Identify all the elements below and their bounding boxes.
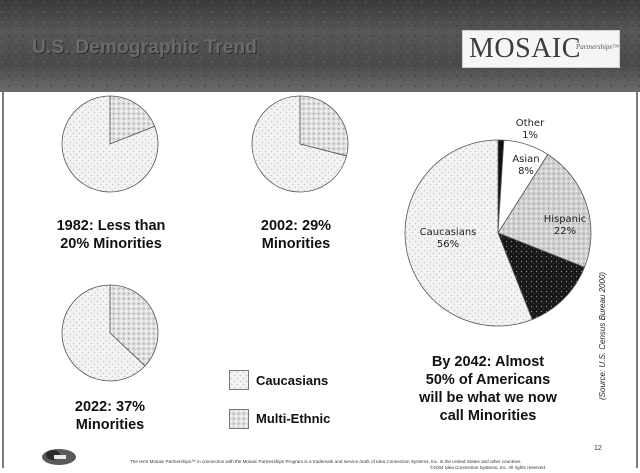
footer-trademark: The term Mosaic Partnerships™ in connect…	[130, 459, 522, 464]
pie-2042-slice-hispanic	[497, 153, 592, 268]
pie-2042-label-other: Other	[516, 118, 545, 129]
caption-2042-line3: will be what we now	[419, 390, 557, 406]
legend-label-caucasians: Caucasians	[256, 373, 329, 388]
caption-2022: 2022: 37% Minorities	[40, 398, 180, 434]
pie-2002-slice-multi-ethnic	[299, 95, 349, 157]
mosaic-logo: MOSAIC Partnerships™	[462, 30, 620, 68]
logo-text: MOSAIC	[469, 33, 581, 64]
slide-header: U.S. Demographic Trend MOSAIC Partnershi…	[0, 0, 640, 92]
caption-2042: By 2042: Almost 50% of Americans will be…	[398, 353, 578, 425]
caption-2022-line1: 2022: 37%	[74, 399, 146, 415]
pie-2002-slice-caucasians	[251, 95, 347, 193]
caption-1982: 1982: Less than 20% Minorities	[26, 217, 196, 253]
caption-2002-line2: Minorities	[261, 236, 331, 252]
legend-label-multi-ethnic: Multi-Ethnic	[256, 411, 331, 426]
content-frame	[2, 92, 638, 468]
pie-2042-label-hispanic: Hispanic	[544, 214, 587, 225]
pie-2042-label-asian: Asian	[512, 154, 539, 165]
caption-2042-line2: 50% of Americans	[425, 372, 551, 388]
pie-2022-slice-multi-ethnic	[109, 284, 159, 367]
pie-2042-label-caucasians: Caucasians	[420, 227, 477, 238]
pie-2042-value-asian: 8%	[518, 166, 534, 177]
caption-2002: 2002: 29% Minorities	[226, 217, 366, 253]
page-number: 12	[594, 445, 602, 452]
pie-2042-slice-unlabeled	[497, 232, 585, 320]
legend-swatch-multi-ethnic	[229, 409, 249, 429]
logo-subtext: Partnerships™	[576, 43, 620, 51]
caption-2042-line1: By 2042: Almost	[431, 354, 545, 370]
caption-1982-line2: 20% Minorities	[60, 236, 162, 252]
caption-2002-line1: 2002: 29%	[260, 218, 332, 234]
caption-1982-line1: 1982: Less than	[56, 218, 166, 234]
pie-2042-value-hispanic: 22%	[554, 226, 576, 237]
pie-2022-slice-caucasians	[61, 284, 146, 382]
pie-1982-slice-multi-ethnic	[109, 95, 156, 145]
pie-2042-value-other: 1%	[522, 130, 538, 141]
pie-1982-slice-caucasians	[61, 95, 159, 193]
caption-2022-line2: Minorities	[75, 417, 145, 433]
source-note: (Source: U.S. Census Bureau 2000)	[598, 271, 607, 400]
caption-2042-line4: call Minorities	[439, 408, 537, 424]
footer-copyright: ©2004 Idea Connection Systems, Inc. All …	[430, 465, 547, 470]
slide-title: U.S. Demographic Trend	[32, 37, 258, 58]
pie-2042-value-caucasians: 56%	[437, 239, 459, 250]
corner-logo-icon	[42, 449, 76, 465]
legend-swatch-caucasians	[229, 370, 249, 390]
pie-2042-slice-caucasians	[404, 139, 533, 327]
